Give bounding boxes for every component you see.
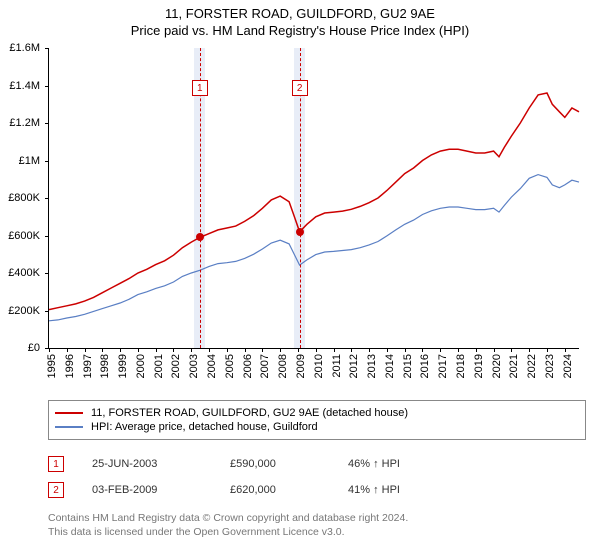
title-line-1: 11, FORSTER ROAD, GUILDFORD, GU2 9AE [0,6,600,21]
y-axis-label: £1.4M [9,80,40,92]
footer-text: Contains HM Land Registry data © Crown c… [48,512,408,539]
x-axis-label: 1998 [99,354,111,378]
x-axis-label: 2007 [259,354,271,378]
y-axis-label: £400K [8,267,40,279]
sale-dot [296,228,304,236]
legend-label: HPI: Average price, detached house, Guil… [91,421,318,433]
x-axis-label: 2010 [313,354,325,378]
sale-marker: 1 [192,80,208,96]
sale-marker: 2 [292,80,308,96]
sale-row-marker: 2 [48,482,64,498]
legend-item: 11, FORSTER ROAD, GUILDFORD, GU2 9AE (de… [55,407,579,419]
series-line [49,175,579,321]
sale-hpi-diff: 46% ↑ HPI [348,458,400,470]
title-line-2: Price paid vs. HM Land Registry's House … [0,23,600,38]
x-axis-label: 2017 [437,354,449,378]
legend-box: 11, FORSTER ROAD, GUILDFORD, GU2 9AE (de… [48,400,586,440]
legend-item: HPI: Average price, detached house, Guil… [55,421,579,433]
x-axis-label: 2012 [348,354,360,378]
y-axis-label: £1.6M [9,42,40,54]
x-axis-label: 2001 [153,354,165,378]
plot-area: 12 [48,48,579,349]
x-axis-label: 2005 [224,354,236,378]
sale-price: £620,000 [230,484,320,496]
footer-line-2: This data is licensed under the Open Gov… [48,526,408,540]
y-axis-label: £0 [28,342,40,354]
sale-dot [196,233,204,241]
sale-row: 1 25-JUN-2003 £590,000 46% ↑ HPI [48,456,400,472]
x-axis-label: 1997 [82,354,94,378]
title-block: 11, FORSTER ROAD, GUILDFORD, GU2 9AE Pri… [0,0,600,38]
x-axis-label: 1995 [46,354,58,378]
plot-svg [49,48,579,348]
x-axis-label: 2020 [491,354,503,378]
x-axis-label: 2016 [419,354,431,378]
footer-line-1: Contains HM Land Registry data © Crown c… [48,512,408,526]
plot-wrap: 12 £0£200K£400K£600K£800K£1M£1.2M£1.4M£1… [48,48,578,348]
legend-label: 11, FORSTER ROAD, GUILDFORD, GU2 9AE (de… [91,407,408,419]
x-axis-label: 1999 [117,354,129,378]
sale-date: 03-FEB-2009 [92,484,202,496]
y-axis-label: £600K [8,230,40,242]
sale-row: 2 03-FEB-2009 £620,000 41% ↑ HPI [48,482,400,498]
x-axis-label: 2021 [508,354,520,378]
series-line [49,93,579,310]
x-axis-label: 2014 [384,354,396,378]
x-axis-label: 2022 [526,354,538,378]
x-axis-label: 1996 [64,354,76,378]
sale-row-marker: 1 [48,456,64,472]
y-axis-label: £1.2M [9,117,40,129]
y-axis-label: £800K [8,192,40,204]
x-axis-label: 2004 [206,354,218,378]
x-axis-label: 2009 [295,354,307,378]
x-axis-label: 2011 [331,354,343,378]
legend-swatch [55,412,83,414]
x-axis-label: 2006 [242,354,254,378]
x-axis-label: 2024 [562,354,574,378]
y-axis-label: £200K [8,305,40,317]
x-axis-label: 2018 [455,354,467,378]
sale-hpi-diff: 41% ↑ HPI [348,484,400,496]
x-axis-label: 2003 [188,354,200,378]
y-axis-label: £1M [19,155,40,167]
x-axis-label: 2008 [277,354,289,378]
x-axis-label: 2023 [544,354,556,378]
sale-price: £590,000 [230,458,320,470]
x-axis-label: 2015 [402,354,414,378]
x-axis-label: 2000 [135,354,147,378]
x-axis-label: 2013 [366,354,378,378]
chart-container: 11, FORSTER ROAD, GUILDFORD, GU2 9AE Pri… [0,0,600,560]
legend-swatch [55,426,83,428]
sale-date: 25-JUN-2003 [92,458,202,470]
x-axis-label: 2002 [170,354,182,378]
x-axis-label: 2019 [473,354,485,378]
